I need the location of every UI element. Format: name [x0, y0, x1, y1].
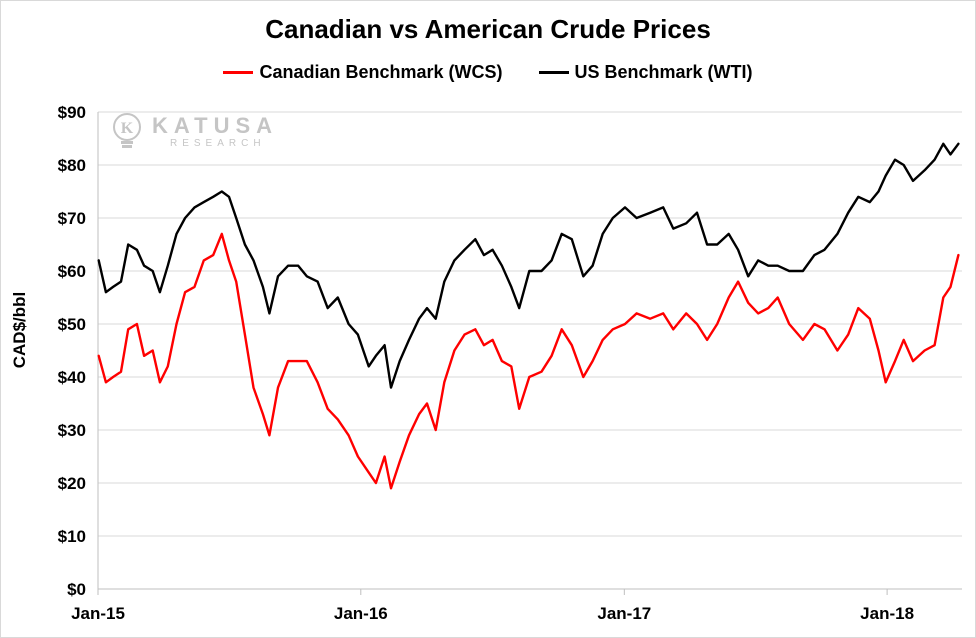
- y-tick-label: $70: [58, 209, 86, 228]
- legend-swatch-wcs: [223, 71, 254, 74]
- y-tick-label: $90: [58, 103, 86, 122]
- axes: [97, 112, 962, 595]
- y-tick-label: $60: [58, 262, 86, 281]
- x-tick-label: Jan-15: [71, 604, 125, 623]
- y-tick-label: $20: [58, 474, 86, 493]
- watermark-name: KATUSA: [152, 113, 279, 138]
- watermark-sub: RESEARCH: [170, 138, 266, 149]
- y-tick-label: $10: [58, 527, 86, 546]
- watermark-logo: K KATUSA RESEARCH: [110, 112, 278, 152]
- gridlines: [98, 111, 962, 537]
- x-tick-labels: Jan-15 Jan-16 Jan-17 Jan-18: [71, 604, 914, 623]
- legend-label-wcs: Canadian Benchmark (WCS): [259, 62, 503, 82]
- legend-item-wti: US Benchmark (WTI): [538, 62, 753, 83]
- x-tick-label: Jan-16: [334, 604, 388, 623]
- y-tick-label: $40: [58, 368, 86, 387]
- lightbulb-icon: K: [113, 113, 141, 148]
- chart-title: Canadian vs American Crude Prices: [265, 14, 711, 44]
- series-line-wcs: [97, 232, 960, 490]
- y-tick-label: $50: [58, 315, 86, 334]
- svg-text:K: K: [121, 120, 134, 137]
- x-tick-label: Jan-18: [860, 604, 914, 623]
- y-tick-label: $0: [67, 580, 86, 599]
- y-tick-labels: $0 $10 $20 $30 $40 $50 $60 $70 $80 $90: [58, 103, 86, 599]
- x-tick-label: Jan-17: [597, 604, 651, 623]
- legend-swatch-wti: [538, 71, 569, 74]
- legend-item-wcs: Canadian Benchmark (WCS): [223, 62, 503, 83]
- y-tick-label: $80: [58, 156, 86, 175]
- series-line-wti: [97, 142, 960, 389]
- y-tick-label: $30: [58, 421, 86, 440]
- legend-label-wti: US Benchmark (WTI): [574, 62, 753, 82]
- series-lines: [97, 142, 960, 490]
- legend: Canadian Benchmark (WCS) US Benchmark (W…: [0, 62, 976, 83]
